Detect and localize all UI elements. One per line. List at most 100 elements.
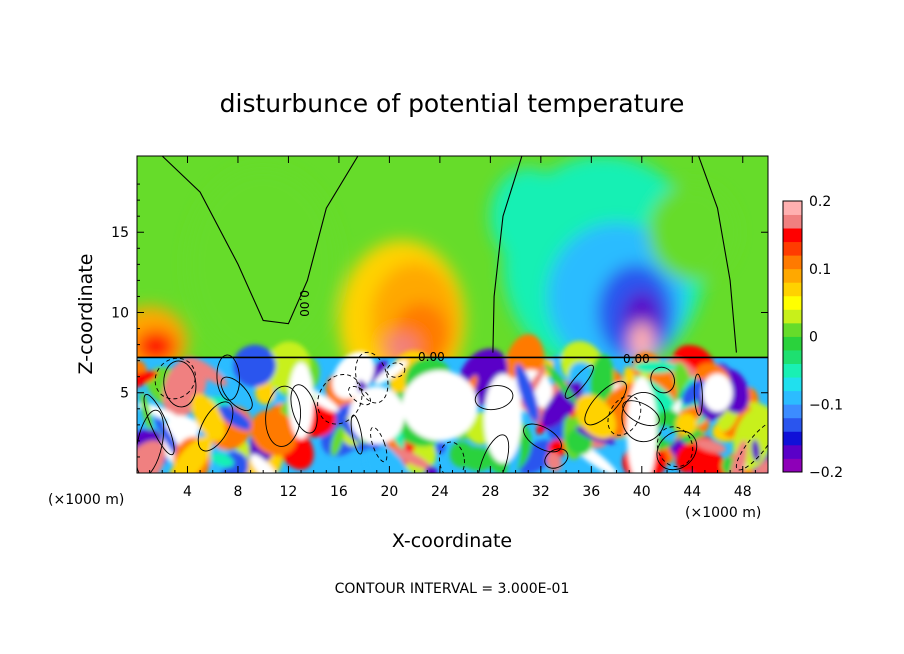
y-axis: 5 10 15: [111, 183, 768, 458]
contour-line: [477, 434, 510, 473]
heatmap-field: [137, 156, 768, 473]
field-blob: [137, 330, 177, 363]
x-axis-label: X-coordinate: [392, 530, 512, 552]
turbulent-eddy: [232, 344, 276, 387]
colorbar-swatch: [783, 309, 802, 324]
x-axis: 4 8 12 16 20 24 28 32 36 40 44 48: [149, 156, 756, 500]
turbulent-eddy: [727, 440, 748, 473]
field-blob: [490, 168, 567, 265]
x-tick-label: 16: [330, 484, 348, 500]
colorbar-tick-label: 0.1: [809, 262, 831, 278]
contour-line: [656, 426, 694, 468]
turbulent-eddy: [753, 458, 768, 473]
colorbar-tick-label: −0.1: [809, 397, 843, 413]
turbulent-eddy: [250, 409, 298, 456]
contour-line: [216, 354, 241, 401]
x-tick-label: 8: [233, 484, 242, 500]
y-tick-label: 10: [111, 305, 129, 321]
contour-line: [693, 373, 703, 416]
saturated-region: [402, 370, 478, 441]
turbulent-eddy: [749, 401, 768, 425]
colorbar-swatch: [783, 282, 802, 297]
contour-line: [154, 357, 196, 400]
colorbar-swatch: [783, 350, 802, 364]
contour-line: [622, 400, 660, 427]
x-tick-label: 44: [683, 484, 701, 500]
colorbar-swatch: [783, 268, 802, 283]
turbulent-eddy: [589, 354, 614, 408]
turbulent-eddy: [541, 381, 584, 429]
colorbar-swatch: [783, 228, 802, 243]
contour-label-1: 0.00: [297, 290, 311, 317]
chart-title: disturbunce of potential temperature: [220, 89, 685, 118]
turbulent-eddy: [575, 394, 616, 439]
x-tick-label: 36: [582, 484, 600, 500]
turbulent-eddy: [751, 439, 760, 462]
field-blob: [648, 184, 737, 281]
x-tick-label: 12: [280, 484, 298, 500]
x-tick-label: 28: [481, 484, 499, 500]
colorbar-swatch: [783, 377, 802, 392]
colorbar-swatch: [783, 363, 802, 378]
zero-contour-3: [698, 156, 737, 353]
colorbar-swatch: [783, 295, 802, 310]
contour-line: [265, 385, 302, 447]
turbulent-eddy: [633, 360, 677, 374]
colorbar-swatch: [783, 390, 802, 405]
y-axis-label: Z-coordinate: [75, 254, 97, 375]
contour-line: [564, 364, 594, 399]
contour-line: [607, 395, 642, 436]
field-blob: [187, 168, 339, 361]
saturated-region: [349, 386, 405, 445]
contour-line: [290, 384, 318, 434]
zero-contour-1: [161, 156, 359, 325]
turbulent-eddy: [211, 453, 234, 468]
colorbar-swatch: [783, 458, 802, 473]
y-tick-label: 15: [111, 225, 129, 241]
turbulent-eddy: [681, 379, 706, 405]
contour-line: [650, 366, 675, 394]
contour-line: [350, 414, 364, 455]
upper-field: [137, 156, 768, 401]
saturated-region: [288, 362, 314, 440]
x-tick-label: 20: [380, 484, 398, 500]
colorbar-swatch: [783, 322, 802, 337]
colorbar-swatch: [783, 214, 802, 229]
lower-field: [137, 334, 768, 473]
colorbar-tick-label: 0: [809, 330, 818, 346]
turbulent-eddy: [675, 413, 698, 435]
turbulent-eddy: [250, 454, 279, 473]
x-tick-label: 24: [431, 484, 449, 500]
field-blobs: [137, 156, 737, 401]
zero-contour-2: [492, 156, 523, 353]
turbulent-eddy: [658, 426, 677, 442]
x-tick-label: 40: [633, 484, 651, 500]
turbulent-eddy: [191, 393, 226, 442]
contour-line: [355, 351, 389, 404]
contour-interval-footer: CONTOUR INTERVAL = 3.000E-01: [335, 581, 570, 597]
contour-label-2: 0.00: [418, 350, 445, 364]
colorbar: 0.2 0.1 0 −0.1 −0.2: [782, 194, 843, 481]
colorbar-swatch: [783, 404, 802, 419]
colorbar-swatch: [783, 241, 802, 256]
field-blob: [629, 322, 655, 361]
turbulent-eddy: [137, 440, 166, 473]
contour-line: [348, 385, 372, 406]
contour-line: [317, 374, 363, 425]
contour-line: [621, 392, 666, 443]
turbulent-eddy: [217, 405, 253, 431]
x-tick-label: 4: [183, 484, 192, 500]
x-tick-label: 32: [532, 484, 550, 500]
x-unit-left: (×1000 m): [48, 492, 124, 508]
turbulent-eddy: [544, 362, 577, 404]
colorbar-swatch: [783, 417, 802, 432]
y-tick-label: 5: [120, 386, 129, 402]
contour-label-3: 0.00: [623, 352, 650, 366]
contour-lines: [137, 156, 768, 473]
colorbar-swatch: [783, 255, 802, 270]
contour-line: [735, 420, 768, 471]
turbulent-eddy: [435, 441, 446, 454]
turbulent-eddy: [515, 364, 539, 422]
turbulent-eddy: [374, 360, 408, 385]
